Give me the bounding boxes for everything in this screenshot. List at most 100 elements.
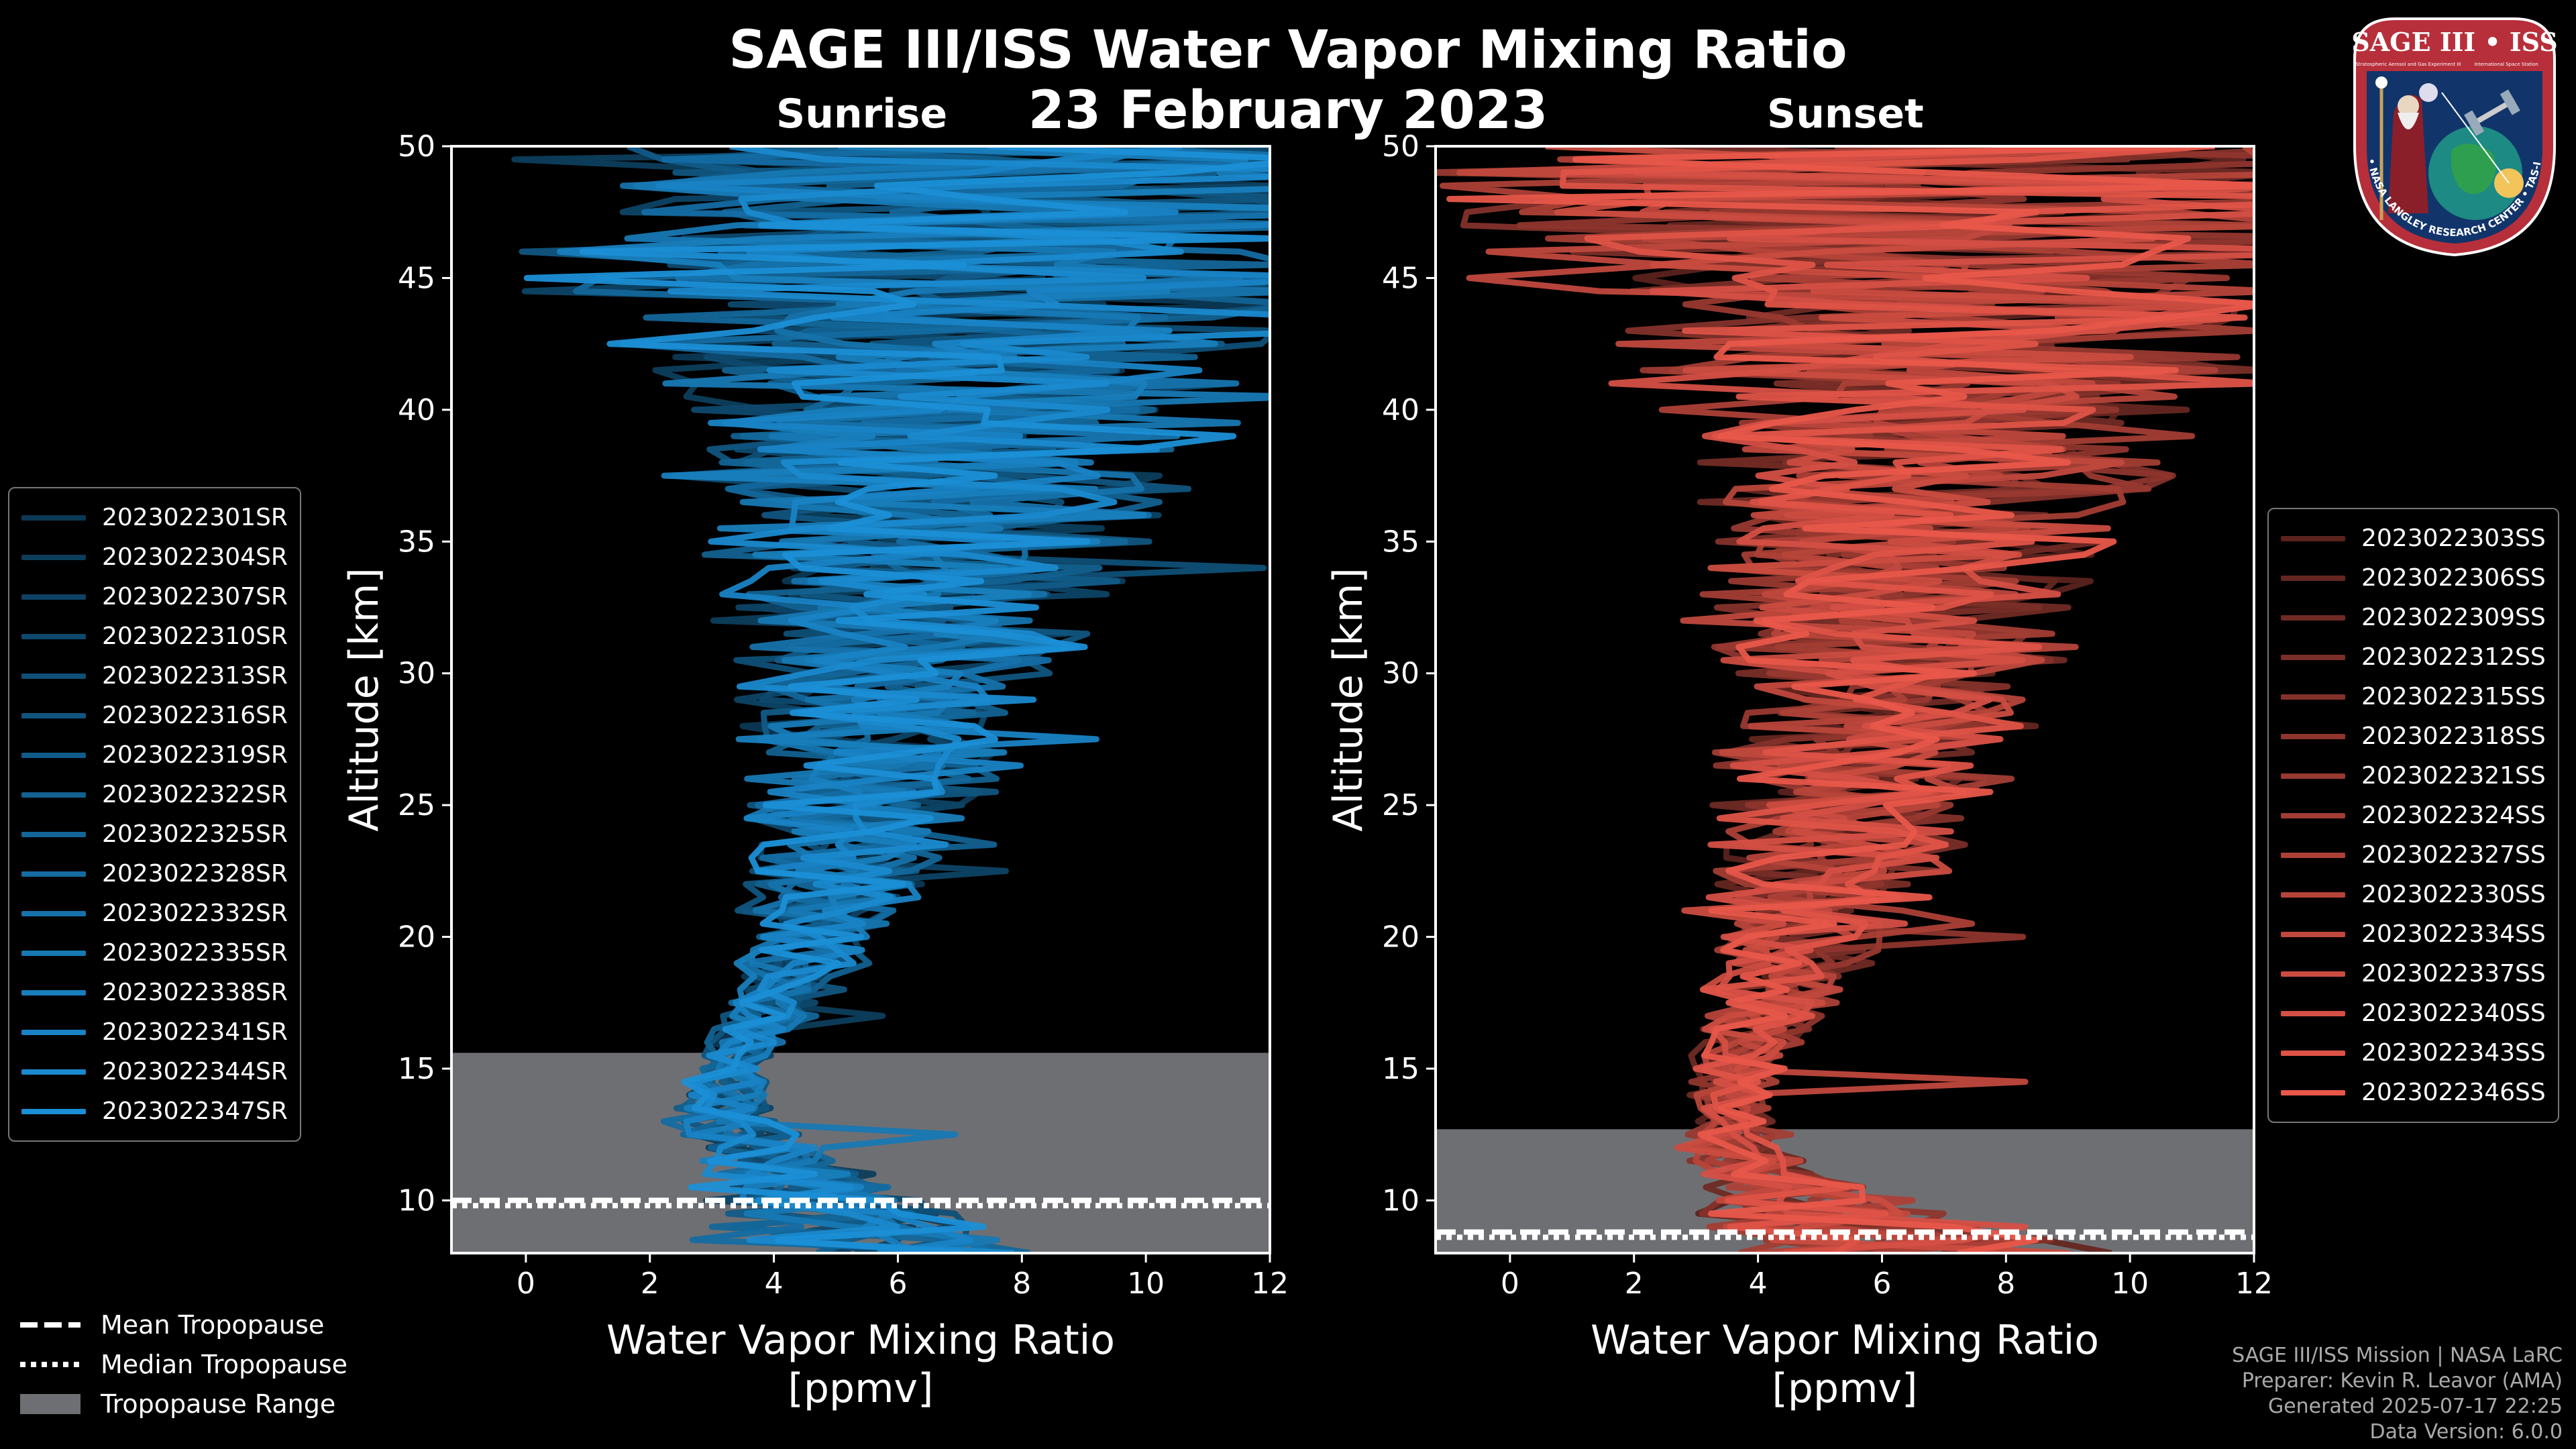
y-tick-label: 25 bbox=[398, 788, 435, 822]
logo-sub-text-b: International Space Station bbox=[2474, 62, 2538, 67]
legend-item: 2023022306SS bbox=[2281, 558, 2546, 598]
tropopause-range-legend-item: Tropopause Range bbox=[20, 1384, 347, 1424]
legend-label: 2023022321SS bbox=[2361, 762, 2546, 790]
legend-label: 2023022309SS bbox=[2361, 604, 2546, 631]
legend-label: 2023022301SR bbox=[102, 504, 288, 531]
x-tick-label: 0 bbox=[517, 1267, 535, 1301]
legend-swatch bbox=[21, 633, 86, 639]
legend-item: 2023022337SS bbox=[2281, 954, 2546, 994]
median-tropopause-label: Median Tropopause bbox=[101, 1349, 347, 1379]
legend-swatch bbox=[2281, 575, 2345, 581]
legend-swatch bbox=[2281, 535, 2345, 541]
legend-label: 2023022328SR bbox=[102, 860, 288, 888]
tropopause-legend: Mean Tropopause Median Tropopause Tropop… bbox=[20, 1305, 347, 1424]
y-tick-label: 20 bbox=[398, 920, 435, 955]
y-tick-label: 10 bbox=[1382, 1183, 1419, 1218]
sunset-legend: 2023022303SS 2023022306SS 2023022309SS 2023… bbox=[2267, 508, 2559, 1123]
legend-swatch bbox=[2281, 812, 2345, 818]
y-tick-label: 15 bbox=[398, 1052, 435, 1086]
legend-label: 2023022330SS bbox=[2361, 881, 2546, 908]
legend-item: 2023022334SS bbox=[2281, 914, 2546, 954]
mean-tropopause-swatch bbox=[20, 1322, 80, 1328]
legend-label: 2023022304SR bbox=[102, 543, 288, 571]
legend-item: 2023022344SR bbox=[21, 1052, 288, 1091]
x-tick-label: 12 bbox=[1251, 1267, 1289, 1301]
legend-item: 2023022307SR bbox=[21, 577, 288, 616]
sunrise-subtitle: Sunrise bbox=[776, 91, 948, 138]
legend-label: 2023022341SR bbox=[102, 1018, 288, 1046]
legend-swatch bbox=[2281, 971, 2345, 977]
legend-swatch bbox=[2281, 1050, 2345, 1056]
legend-item: 2023022303SS bbox=[2281, 519, 2546, 558]
credits-version: Data Version: 6.0.0 bbox=[2369, 1420, 2563, 1444]
legend-label: 2023022325SR bbox=[102, 820, 288, 848]
sunset-plot: 0 2 4 6 8 10 12 10 15 20 25 30 35 40 45 50 Water Vapor M… bbox=[1325, 129, 2273, 1412]
legend-label: 2023022337SS bbox=[2361, 960, 2546, 987]
profile-2023022346SS bbox=[1446, 146, 2254, 1253]
x-tick-label: 10 bbox=[1127, 1267, 1165, 1301]
legend-label: 2023022319SR bbox=[102, 741, 288, 769]
legend-label: 2023022332SR bbox=[102, 900, 288, 927]
x-axis-label: Water Vapor Mixing Ratio bbox=[1591, 1317, 2099, 1364]
legend-swatch bbox=[21, 752, 86, 758]
legend-label: 2023022313SR bbox=[102, 662, 288, 690]
tropopause-range-swatch bbox=[20, 1393, 80, 1414]
legend-swatch bbox=[21, 871, 86, 877]
sunset-subtitle: Sunset bbox=[1767, 91, 1924, 138]
legend-label: 2023022316SR bbox=[102, 702, 288, 729]
legend-label: 2023022327SS bbox=[2361, 841, 2546, 869]
x-tick-label: 2 bbox=[641, 1267, 659, 1301]
legend-item: 2023022322SR bbox=[21, 775, 288, 814]
plot-frame bbox=[1434, 145, 2255, 1254]
x-axis-label: Water Vapor Mixing Ratio bbox=[606, 1317, 1115, 1364]
y-tick-label: 10 bbox=[398, 1183, 435, 1218]
legend-swatch bbox=[2281, 654, 2345, 660]
legend-item: 2023022319SR bbox=[21, 735, 288, 775]
legend-item: 2023022312SS bbox=[2281, 637, 2546, 677]
legend-item: 2023022335SR bbox=[21, 933, 288, 973]
legend-label: 2023022318SS bbox=[2361, 722, 2546, 750]
legend-swatch bbox=[2281, 931, 2345, 937]
x-tick-label: 6 bbox=[1872, 1267, 1891, 1301]
credits: SAGE III/ISS Mission | NASA LaRC Prepare… bbox=[2232, 1343, 2563, 1445]
legend-item: 2023022341SR bbox=[21, 1012, 288, 1052]
legend-swatch bbox=[21, 1069, 86, 1075]
legend-label: 2023022335SR bbox=[102, 939, 288, 967]
legend-label: 2023022347SR bbox=[102, 1097, 288, 1125]
credits-mission: SAGE III/ISS Mission | NASA LaRC bbox=[2232, 1344, 2563, 1367]
legend-label: 2023022307SR bbox=[102, 583, 288, 610]
legend-item: 2023022325SR bbox=[21, 814, 288, 854]
y-axis-label: Altitude [km] bbox=[1325, 568, 1372, 832]
legend-swatch bbox=[21, 950, 86, 956]
legend-swatch bbox=[21, 910, 86, 916]
moon-icon bbox=[2419, 83, 2438, 102]
legend-label: 2023022338SR bbox=[102, 979, 288, 1006]
credits-preparer: Preparer: Kevin R. Leavor (AMA) bbox=[2241, 1369, 2563, 1393]
y-tick-label: 40 bbox=[398, 393, 435, 427]
legend-swatch bbox=[2281, 733, 2345, 739]
legend-label: 2023022322SR bbox=[102, 781, 288, 808]
legend-item: 2023022321SS bbox=[2281, 756, 2546, 796]
x-tick-label: 4 bbox=[1749, 1267, 1768, 1301]
legend-swatch bbox=[2281, 1089, 2345, 1095]
legend-item: 2023022328SR bbox=[21, 854, 288, 894]
logo-top-text: SAGE III • ISS bbox=[2351, 27, 2557, 57]
legend-swatch bbox=[2281, 694, 2345, 700]
legend-swatch bbox=[21, 673, 86, 679]
x-tick-label: 6 bbox=[888, 1267, 907, 1301]
x-axis-unit: [ppmv] bbox=[788, 1365, 934, 1412]
logo-sub-text-a: Stratospheric Aerosol and Gas Experiment… bbox=[2355, 62, 2461, 67]
y-tick-label: 45 bbox=[1382, 261, 1419, 295]
legend-label: 2023022334SS bbox=[2361, 920, 2546, 948]
y-tick-label: 35 bbox=[1382, 525, 1419, 559]
y-tick-label: 20 bbox=[1382, 920, 1419, 955]
profiles bbox=[1436, 146, 2254, 1253]
legend-swatch bbox=[2281, 773, 2345, 779]
legend-item: 2023022315SS bbox=[2281, 677, 2546, 716]
legend-swatch bbox=[21, 594, 86, 600]
x-tick-label: 0 bbox=[1501, 1267, 1519, 1301]
mean-tropopause-label: Mean Tropopause bbox=[101, 1309, 325, 1340]
legend-label: 2023022315SS bbox=[2361, 683, 2546, 710]
median-tropopause-swatch bbox=[20, 1361, 80, 1367]
